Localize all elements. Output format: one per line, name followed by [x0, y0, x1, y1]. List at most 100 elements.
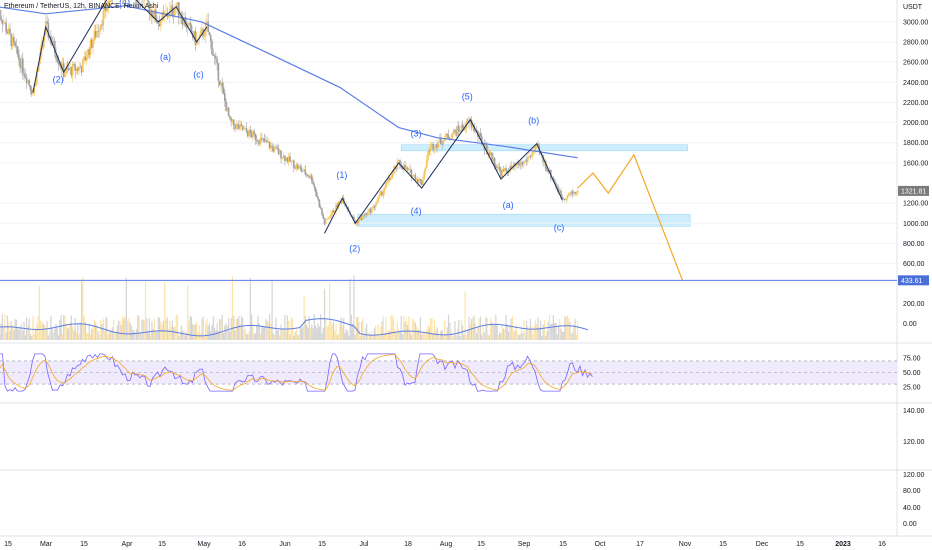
volume-bar	[345, 329, 347, 340]
volume-bar	[538, 327, 540, 340]
candle-body	[285, 157, 287, 161]
candle-body	[423, 171, 426, 180]
volume-bar	[418, 329, 420, 340]
wave-label: (5)	[462, 91, 473, 101]
candle-body	[331, 210, 333, 215]
volume-bar	[137, 315, 139, 340]
volume-bar	[482, 324, 484, 340]
price-tick-label: 2600.00	[903, 60, 928, 67]
volume-bar	[355, 316, 358, 340]
volume-bar	[9, 331, 11, 340]
candle-body	[441, 143, 443, 145]
rsi-layer	[0, 353, 897, 392]
candle-body	[502, 169, 505, 172]
volume-bar	[135, 328, 138, 340]
volume-bar	[327, 325, 329, 340]
candle-body	[457, 125, 460, 132]
volume-bar	[211, 324, 213, 340]
volume-bar	[192, 324, 194, 340]
volume-bar	[438, 335, 441, 340]
volume-bar	[456, 328, 459, 340]
volume-bar	[33, 334, 35, 340]
candle-body	[64, 73, 66, 77]
volume-bar	[293, 335, 295, 340]
price-tick-label: 2400.00	[903, 80, 928, 87]
volume-bar	[461, 325, 464, 340]
projection-layer	[0, 153, 897, 281]
volume-bar	[300, 328, 303, 340]
candle-body	[287, 156, 290, 163]
currency-label: USDT	[903, 4, 923, 11]
volume-bar	[272, 333, 274, 340]
candle-body	[189, 22, 192, 26]
volume-bar	[37, 316, 39, 340]
candle-body	[367, 211, 369, 215]
candle-body	[337, 201, 340, 208]
volume-bar	[491, 322, 493, 340]
candle-body	[537, 143, 539, 147]
volume-bar	[390, 315, 392, 340]
candle-body	[185, 25, 188, 28]
candle-body	[276, 147, 279, 150]
chart-title: Ethereum / TetherUS, 12h, BINANCE, Heiki…	[4, 3, 159, 10]
volume-bar	[309, 328, 312, 340]
candle-body	[574, 191, 576, 194]
candle-body	[424, 167, 427, 172]
candle-body	[461, 125, 464, 129]
candle-body	[433, 148, 436, 150]
volume-bar	[69, 322, 71, 340]
volume-bar	[522, 332, 524, 340]
candle-body	[487, 152, 489, 154]
candles-layer	[0, 0, 579, 227]
volume-bar	[234, 330, 236, 340]
candle-body	[492, 157, 495, 162]
wave-label: (a)	[503, 200, 514, 210]
volume-bar	[510, 318, 512, 340]
candle-body	[486, 145, 488, 154]
volume-bar	[217, 330, 219, 340]
volume-bar	[89, 334, 92, 340]
volume-bar	[112, 319, 115, 340]
candle-body	[309, 175, 312, 178]
candle-body	[454, 129, 456, 132]
candle-body	[295, 164, 298, 169]
time-tick-label: 15	[80, 541, 88, 548]
volume-bar	[481, 334, 483, 340]
candle-body	[569, 193, 571, 195]
volume-bar	[577, 321, 579, 340]
candle-body	[20, 58, 23, 69]
time-tick-label: Apr	[122, 541, 134, 548]
volume-bar	[380, 326, 382, 340]
candle-body	[376, 201, 378, 205]
volume-bar	[75, 332, 78, 340]
volume-bar	[97, 331, 99, 340]
candle-body	[83, 56, 85, 60]
candle-body	[91, 39, 93, 48]
volume-bar	[283, 328, 285, 340]
volume-bar	[274, 334, 276, 340]
time-tick-label: May	[197, 541, 211, 548]
price-tick-label: 1200.00	[903, 201, 928, 208]
volume-bar	[306, 324, 308, 340]
volume-tick-label: 200.00	[903, 301, 925, 308]
candle-body	[262, 138, 264, 139]
volume-bar	[252, 323, 254, 340]
candle-body	[266, 140, 268, 143]
candle-body	[4, 22, 6, 24]
candle-body	[386, 181, 388, 184]
volume-bar	[194, 324, 196, 340]
candle-body	[427, 151, 429, 160]
volume-bar	[556, 334, 558, 340]
candle-body	[29, 84, 32, 91]
volume-bar	[551, 323, 553, 340]
candle-body	[544, 161, 547, 169]
candle-body	[392, 170, 395, 174]
candle-body	[46, 21, 48, 23]
candle-body	[238, 124, 240, 129]
volume-bar	[114, 331, 116, 340]
volume-bar	[566, 315, 569, 340]
candle-body	[275, 146, 277, 148]
price-badge-label: 1321.81	[901, 188, 926, 195]
volume-bar	[464, 291, 466, 340]
